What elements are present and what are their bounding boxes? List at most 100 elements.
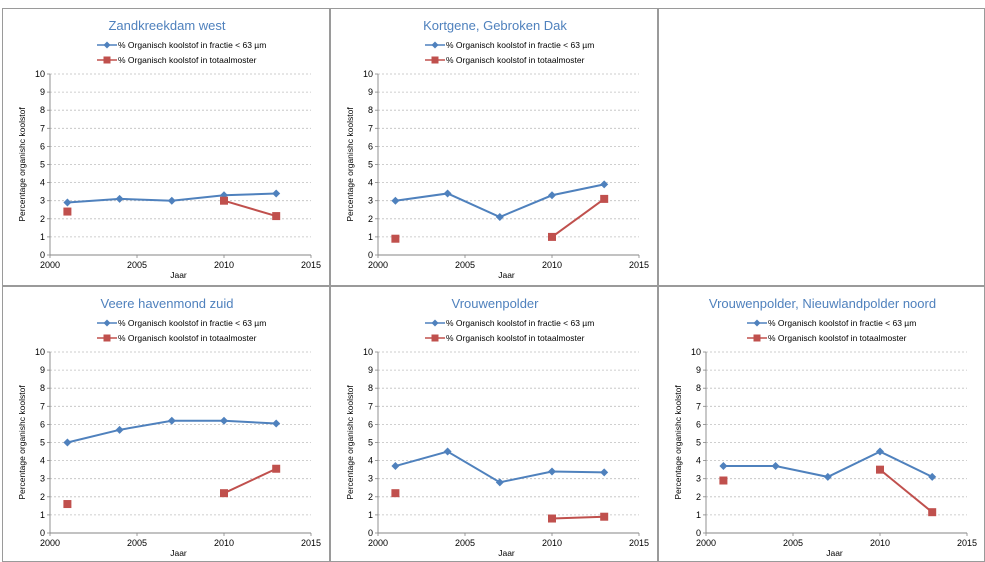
data-point-fine [272,419,281,428]
x-tick-label: 2000 [368,260,388,270]
y-tick-label: 8 [40,383,45,393]
data-point-total [220,489,228,498]
legend-marker-fine [103,319,111,327]
legend-marker-total [431,334,439,342]
y-tick-label: 8 [40,105,45,115]
data-point-fine [115,194,124,203]
y-tick-label: 10 [363,347,373,357]
x-axis-label: Jaar [170,548,187,558]
y-tick-label: 6 [40,419,45,429]
x-tick-label: 2000 [40,538,60,548]
x-tick-label: 2010 [870,538,890,548]
legend-marker-total [431,56,439,64]
legend-marker-fine [431,319,439,327]
y-tick-label: 7 [40,123,45,133]
data-point-fine [600,468,609,477]
data-point-total [63,500,72,509]
y-tick-label: 0 [40,528,45,538]
y-tick-label: 0 [40,250,45,260]
y-tick-label: 6 [696,419,701,429]
y-tick-label: 0 [696,528,701,538]
data-point-total [272,464,281,473]
legend-label-fine: % Organisch koolstof in fractie < 63 µm [118,40,266,50]
y-tick-label: 4 [40,178,45,188]
data-point-fine [220,416,228,425]
x-tick-label: 2005 [783,538,803,548]
data-point-fine [272,189,281,198]
y-tick-label: 7 [696,401,701,411]
chart-panel-vrouwenpolder-nieuwlandpolder-noord: Vrouwenpolder, Nieuwlandpolder noord % Or… [658,286,985,562]
y-tick-label: 1 [368,232,373,242]
y-tick-label: 7 [40,401,45,411]
y-tick-label: 5 [368,438,373,448]
data-point-total [63,207,72,216]
y-tick-label: 8 [368,105,373,115]
legend-label-total: % Organisch koolstof in totaalmoster [768,333,907,343]
y-tick-label: 0 [368,250,373,260]
y-tick-label: 7 [368,123,373,133]
legend-marker-total [753,334,761,342]
y-tick-label: 2 [40,492,45,502]
series-line-total [879,468,933,513]
chart-svg: Zandkreekdam west % Organisch koolstof in… [17,18,321,280]
y-tick-label: 3 [696,474,701,484]
chart-panel-kortgene: Kortgene, Gebroken Dak % Organisch koolst… [330,8,658,286]
y-tick-label: 4 [40,456,45,466]
data-point-fine [823,472,832,481]
legend-marker-fine [103,41,111,49]
y-axis-label: Percentage organishc koolstof [345,107,355,222]
y-tick-label: 5 [40,438,45,448]
y-tick-label: 5 [368,160,373,170]
y-tick-label: 10 [363,69,373,79]
y-tick-label: 1 [368,510,373,520]
data-point-total [719,476,728,485]
y-tick-label: 4 [368,456,373,466]
legend-label-total: % Organisch koolstof in totaalmoster [446,333,585,343]
legend-label-fine: % Organisch koolstof in fractie < 63 µm [446,40,594,50]
data-point-fine [495,478,504,487]
x-tick-label: 2015 [957,538,977,548]
y-tick-label: 9 [40,365,45,375]
series-line-total [223,199,277,218]
data-point-fine [548,191,556,200]
y-tick-label: 9 [696,365,701,375]
y-tick-label: 2 [368,492,373,502]
x-tick-label: 2010 [542,538,562,548]
data-point-fine [63,198,72,207]
data-point-total [391,489,400,498]
x-tick-label: 2005 [455,538,475,548]
chart-title: Zandkreekdam west [108,18,225,33]
y-tick-label: 8 [368,383,373,393]
y-tick-label: 5 [40,160,45,170]
y-axis-label: Percentage organishc koolstof [673,385,683,500]
x-tick-label: 2015 [301,260,321,270]
y-tick-label: 3 [368,474,373,484]
x-tick-label: 2015 [301,538,321,548]
x-axis-label: Jaar [826,548,843,558]
data-point-fine [167,196,176,205]
y-tick-label: 10 [35,347,45,357]
legend-marker-fine [753,319,761,327]
data-point-total [876,465,884,474]
y-tick-label: 4 [696,456,701,466]
y-tick-label: 10 [35,69,45,79]
x-axis-label: Jaar [170,270,187,280]
chart-panel-zandkreekdam-west: Zandkreekdam west % Organisch koolstof in… [2,8,330,286]
series-line-total [551,198,605,238]
chart-title: Vrouwenpolder, Nieuwlandpolder noord [709,296,936,311]
data-point-fine [771,462,780,471]
y-tick-label: 5 [696,438,701,448]
data-point-fine [495,212,504,221]
chart-panel-veere-havenmond-zuid: Veere havenmond zuid % Organisch koolstof… [2,286,330,562]
data-point-total [600,194,609,203]
series-line-fine [395,450,605,484]
series-line-total [551,515,605,520]
data-point-fine [600,180,609,189]
y-tick-label: 0 [368,528,373,538]
data-point-total [548,232,556,241]
data-point-fine [443,447,452,456]
y-axis-label: Percentage organishc koolstof [17,107,27,222]
y-tick-label: 2 [368,214,373,224]
y-tick-label: 10 [691,347,701,357]
data-point-fine [391,462,400,471]
